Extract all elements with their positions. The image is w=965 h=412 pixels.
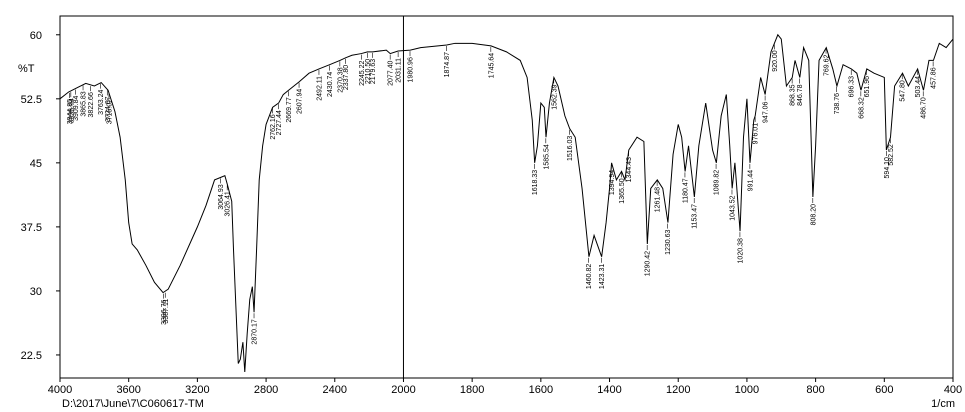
- peak-label: 3909.84: [73, 95, 80, 120]
- peak-label: 2762.16: [270, 114, 277, 139]
- x-tick-label: 4000: [48, 384, 72, 396]
- peak-label: 547.80: [900, 80, 907, 102]
- peak-label: 947.06: [763, 101, 770, 123]
- peak-label: 3387.11: [163, 299, 170, 324]
- peak-label: 2492.11: [316, 76, 323, 101]
- peak-label: 1020.38: [737, 238, 744, 263]
- y-tick-label: 45: [30, 158, 42, 170]
- peak-label: 1980.96: [408, 57, 415, 82]
- peak-label: 2077.40: [388, 60, 395, 85]
- x-tick-label: 600: [875, 384, 893, 396]
- x-tick-label: 1400: [597, 384, 621, 396]
- y-tick-label: 60: [30, 30, 42, 42]
- peak-label: 594.10: [884, 157, 891, 179]
- peak-label: 3944.85: [67, 99, 74, 124]
- y-tick-label: 30: [30, 286, 42, 298]
- x-tick-label: 3200: [185, 384, 209, 396]
- x-tick-label: 800: [806, 384, 824, 396]
- peak-label: 2607.94: [297, 89, 304, 114]
- x-tick-label: 1600: [529, 384, 553, 396]
- peak-label: 486.70: [921, 97, 928, 119]
- x-tick-label: 1200: [666, 384, 690, 396]
- peak-label: 651.96: [864, 76, 871, 98]
- peak-label: 2031.11: [396, 58, 403, 83]
- peak-label: 3064.93: [218, 184, 225, 209]
- peak-label: 1394.94: [609, 170, 616, 195]
- peak-label: 668.32: [858, 97, 865, 119]
- peak-label: 1745.64: [488, 53, 495, 78]
- peak-label: 3822.66: [88, 92, 95, 117]
- peak-label: 1230.63: [665, 230, 672, 255]
- peak-label: 3865.83: [81, 91, 88, 116]
- peak-label: 1585.54: [543, 144, 550, 169]
- x-tick-label: 2000: [391, 384, 415, 396]
- x-tick-label: 1800: [460, 384, 484, 396]
- peak-label: 2727.44: [276, 110, 283, 135]
- y-axis-label: %T: [18, 63, 35, 75]
- peak-label: 1874.87: [444, 52, 451, 77]
- peak-label: 846.78: [797, 84, 804, 106]
- x-tick-label: 2400: [323, 384, 347, 396]
- peak-label: 1562.39: [551, 84, 558, 109]
- peak-label: 582.52: [888, 144, 895, 166]
- peak-label: 3396.76: [161, 300, 168, 325]
- x-axis-label: 1/cm: [931, 398, 955, 410]
- peak-label: 920.00: [772, 50, 779, 72]
- plot-frame: [59, 15, 954, 379]
- x-tick-label: 1000: [735, 384, 759, 396]
- peak-label: 2179.63: [370, 59, 377, 84]
- spectrum-line: [59, 33, 954, 373]
- peak-label: 738.76: [834, 93, 841, 115]
- peak-label: 2245.22: [359, 60, 366, 85]
- x-tick-label: 2800: [254, 384, 278, 396]
- peak-label: 696.33: [849, 76, 856, 98]
- peak-label: 991.44: [747, 170, 754, 192]
- peak-label: 503.44: [915, 76, 922, 98]
- peak-label: 1516.03: [567, 136, 574, 161]
- peak-label: 976.01: [753, 123, 760, 145]
- peak-label: 1618.33: [532, 170, 539, 195]
- file-path: D:\2017\June\7\C060617-TM: [62, 398, 204, 410]
- peak-label: 2210.50: [365, 59, 372, 84]
- peak-label: 2870.17: [252, 319, 259, 344]
- peak-label: 1290.42: [645, 251, 652, 276]
- peak-label: 2430.74: [327, 72, 334, 97]
- peak-label: 3763.24: [98, 89, 105, 114]
- peak-label: 1180.47: [682, 178, 689, 203]
- peak-label: 1460.82: [586, 264, 593, 289]
- peak-label: 1423.31: [599, 264, 606, 289]
- peak-label: 2669.77: [286, 97, 293, 122]
- peak-label: 1365.50: [619, 178, 626, 203]
- peak-label: 1261.48: [655, 187, 662, 212]
- peak-label: 868.35: [790, 84, 797, 106]
- y-tick-label: 37.5: [21, 222, 42, 234]
- x-tick-label: 400: [944, 384, 962, 396]
- peak-label: 1089.82: [714, 170, 721, 195]
- peak-label: 3715.02: [106, 99, 113, 124]
- peak-label: 808.20: [810, 204, 817, 226]
- y-tick-label: 52.5: [21, 94, 42, 106]
- peak-label: 1344.43: [626, 157, 633, 182]
- peak-label: 1153.47: [692, 204, 699, 229]
- peak-label: 769.62: [824, 54, 831, 76]
- peak-label: 1043.52: [729, 195, 736, 220]
- peak-label: 2337.80: [343, 65, 350, 90]
- peak-label: 2370.38: [337, 67, 344, 92]
- peak-label: 3724.67: [105, 96, 112, 121]
- x-tick-label: 3600: [116, 384, 140, 396]
- peak-label: 457.86: [931, 67, 938, 89]
- peak-label: 3026.41: [225, 191, 232, 216]
- y-tick-label: 22.5: [21, 350, 42, 362]
- peak-label: 3936.94: [68, 98, 75, 123]
